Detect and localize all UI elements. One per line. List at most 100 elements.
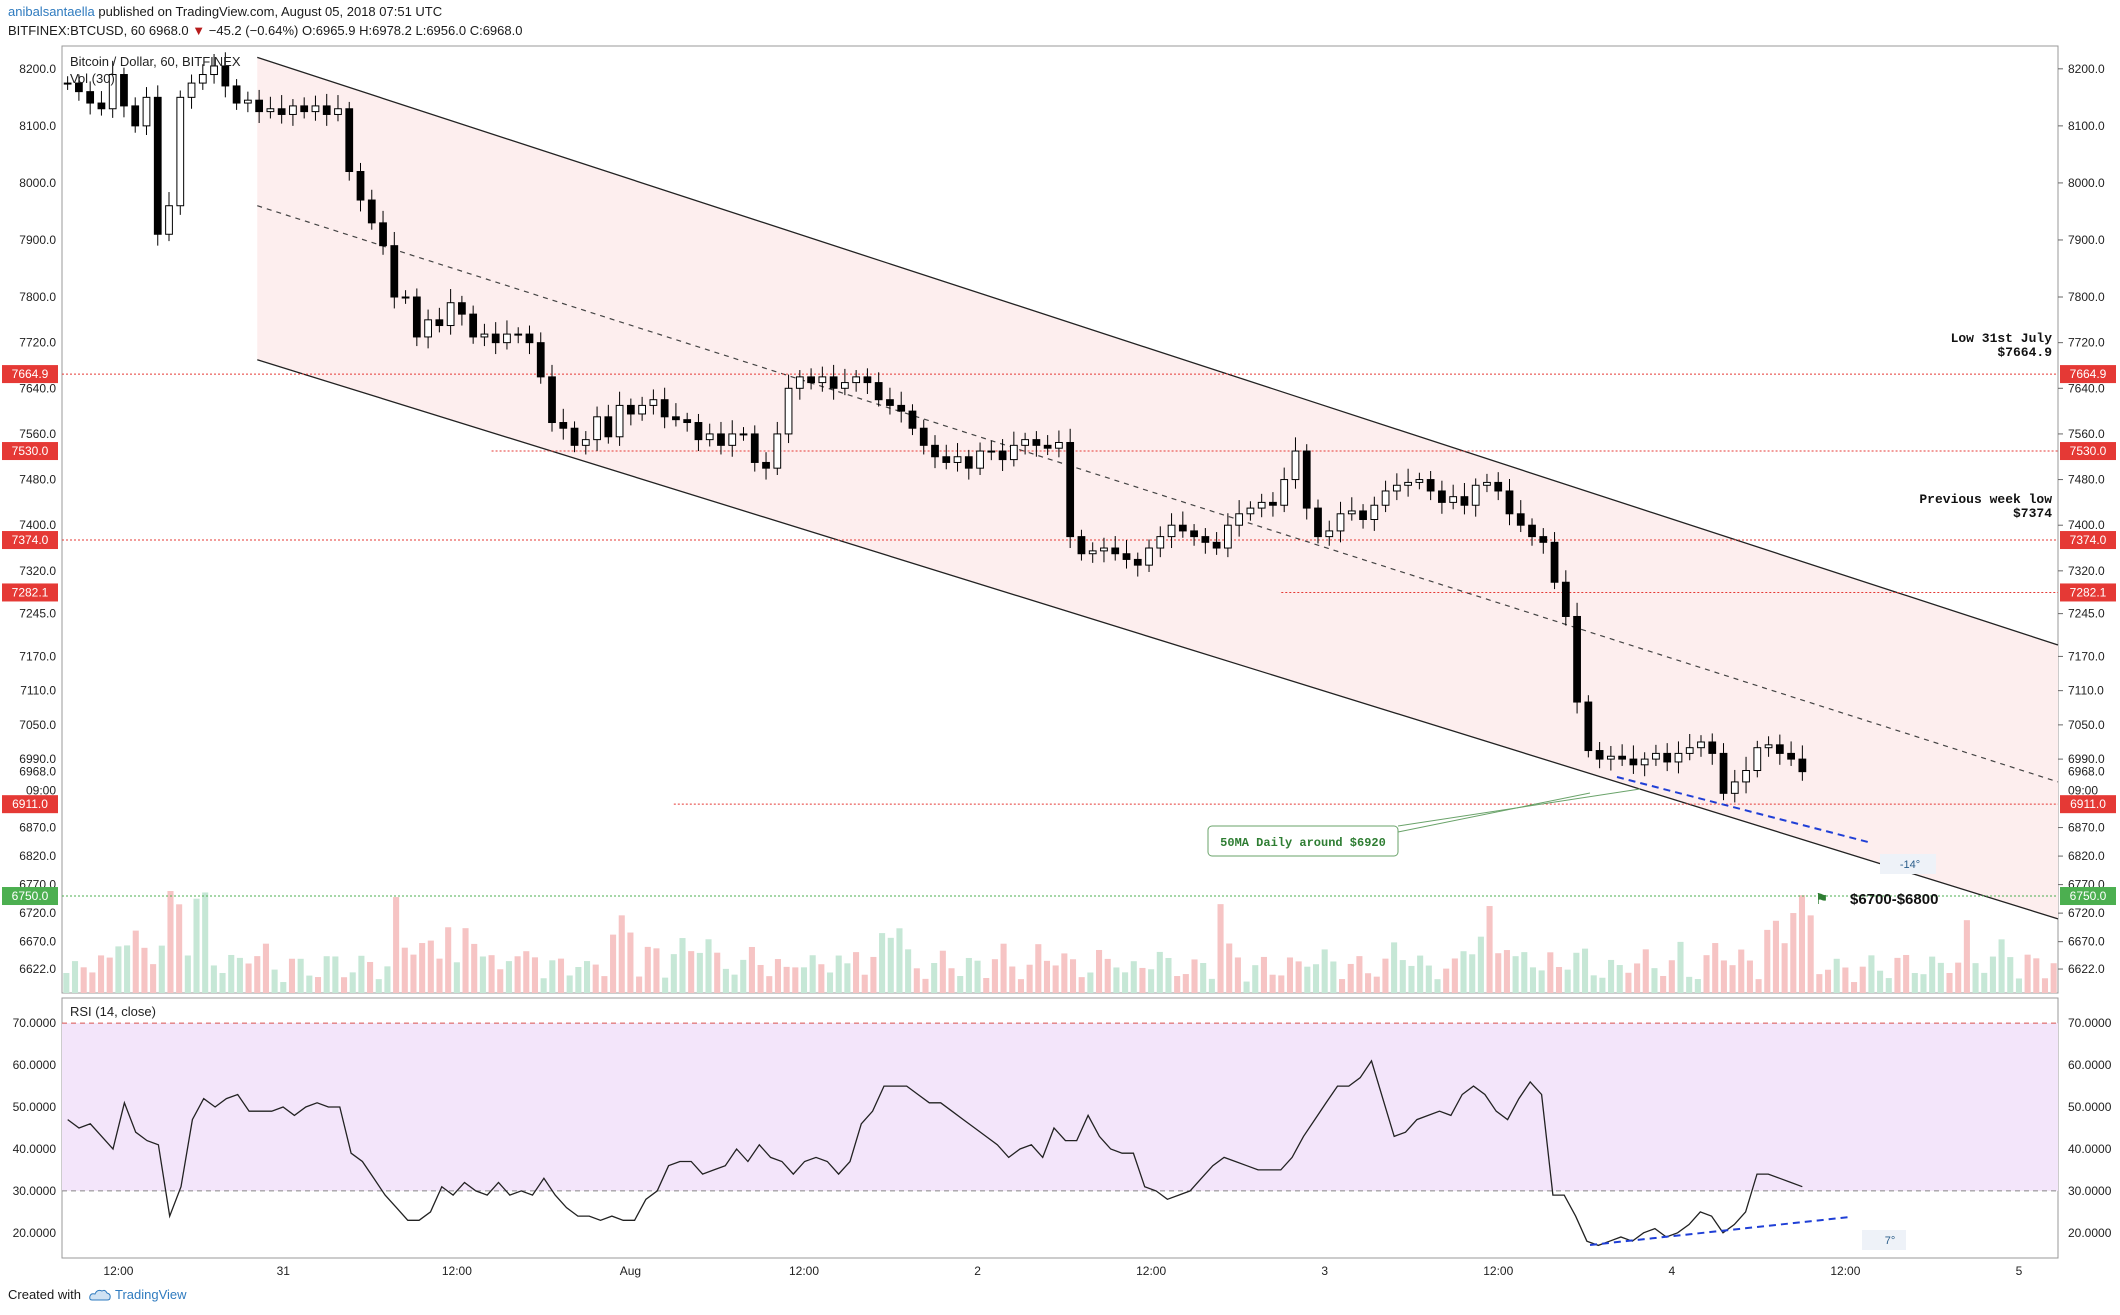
candle-body bbox=[277, 108, 286, 115]
support-badge-right-label: 7664.9 bbox=[2070, 367, 2107, 381]
support-badge-left-label: 7530.0 bbox=[12, 444, 49, 458]
annotation-50ma-pointer bbox=[1397, 792, 1591, 833]
candle-body bbox=[221, 65, 230, 87]
candle-body bbox=[998, 450, 1007, 461]
volume-bar bbox=[1851, 982, 1858, 993]
volume-bar bbox=[297, 958, 304, 993]
candle-body bbox=[672, 416, 680, 421]
volume-bar bbox=[341, 977, 348, 993]
volume-bar bbox=[393, 897, 400, 993]
annotation-low-31-july: Low 31st July bbox=[1951, 331, 2053, 346]
volume-bar bbox=[1660, 975, 1667, 993]
volume-bar bbox=[1096, 949, 1103, 993]
volume-bar bbox=[1417, 955, 1424, 993]
quote-line: BITFINEX:BTCUSD, 60 6968.0 ▼ −45.2 (−0.6… bbox=[8, 23, 522, 38]
channel-lower-line bbox=[257, 359, 2059, 920]
volume-bar bbox=[1634, 963, 1641, 993]
price-axis-label-right: 7110.0 bbox=[2068, 684, 2104, 698]
author-link[interactable]: anibalsantaella bbox=[8, 4, 95, 19]
volume-bar bbox=[1608, 959, 1615, 993]
volume-bar bbox=[1998, 939, 2005, 993]
symbol-label[interactable]: BITFINEX:BTCUSD, 60 bbox=[8, 23, 146, 38]
price-axis-label-right: 7900.0 bbox=[2068, 233, 2105, 247]
candle-body bbox=[795, 376, 804, 389]
candle-body bbox=[491, 333, 500, 344]
candle-body bbox=[1528, 524, 1536, 538]
tradingview-brand[interactable]: TradingView bbox=[89, 1287, 187, 1302]
candle-body bbox=[1494, 481, 1503, 492]
volume-bar bbox=[1651, 968, 1658, 993]
rsi-axis-label-left: 60.0000 bbox=[13, 1058, 57, 1072]
annotation-prev-week-low-value: $7374 bbox=[2013, 506, 2052, 521]
candle-body bbox=[1471, 484, 1480, 506]
candle-body bbox=[1257, 501, 1266, 509]
candle-body bbox=[525, 333, 534, 344]
volume-bar bbox=[1269, 974, 1276, 993]
candle-body bbox=[198, 74, 207, 84]
volume-bar bbox=[314, 977, 322, 993]
candle-body bbox=[86, 91, 95, 104]
candle-body bbox=[458, 302, 466, 315]
volume-bar bbox=[566, 975, 573, 993]
price-axis-label-left: 7050.0 bbox=[19, 718, 56, 732]
volume-bar bbox=[1790, 913, 1797, 993]
candle-body bbox=[1685, 747, 1694, 754]
volume-bar bbox=[1017, 979, 1024, 993]
price-axis-label-left: 8200.0 bbox=[19, 62, 56, 76]
candle-body bbox=[367, 199, 376, 224]
volume-bar bbox=[141, 947, 148, 993]
volume-bar bbox=[1252, 965, 1259, 993]
volume-bar bbox=[375, 979, 382, 993]
candle-body bbox=[717, 433, 725, 446]
volume-bar bbox=[323, 956, 330, 993]
candle-body bbox=[1280, 479, 1289, 506]
volume-bar bbox=[757, 964, 764, 993]
candle-body bbox=[1302, 450, 1311, 509]
volume-bar bbox=[818, 964, 825, 993]
volume-bar bbox=[1929, 956, 1936, 993]
candle-body bbox=[1145, 547, 1153, 566]
candle-body bbox=[886, 399, 894, 406]
candle-body bbox=[390, 245, 399, 298]
candle-body bbox=[1561, 581, 1570, 617]
candle-body bbox=[1697, 741, 1705, 749]
volume-bar bbox=[809, 955, 816, 993]
volume-bar bbox=[367, 961, 374, 993]
volume-bar bbox=[748, 946, 755, 993]
support-badge-right bbox=[2060, 795, 2116, 814]
volume-bar bbox=[1365, 973, 1372, 993]
candle-body bbox=[931, 444, 939, 458]
time-axis-label: 12:00 bbox=[1830, 1264, 1860, 1278]
volume-bar bbox=[1165, 957, 1172, 993]
ohlc-values: O:6965.9 H:6978.2 L:6956.0 C:6968.0 bbox=[302, 23, 523, 38]
price-axis-label-left: 6720.0 bbox=[19, 906, 56, 920]
volume-bar bbox=[445, 927, 452, 993]
volume-bar bbox=[1347, 963, 1354, 993]
candle-body bbox=[1652, 752, 1660, 760]
candle-body bbox=[311, 105, 320, 113]
support-badge-left-label: 6911.0 bbox=[12, 797, 48, 811]
candle-body bbox=[1133, 558, 1142, 566]
volume-bar bbox=[1955, 962, 1962, 993]
volume-bar bbox=[1564, 969, 1571, 993]
volume-bar bbox=[1087, 972, 1094, 993]
volume-bar bbox=[1842, 967, 1849, 993]
price-axis-label-right: 6820.0 bbox=[2068, 849, 2105, 863]
candle-body bbox=[266, 108, 275, 113]
volume-bar bbox=[410, 954, 417, 993]
candle-body bbox=[210, 65, 218, 76]
volume-bar bbox=[965, 957, 972, 993]
candle-body bbox=[1055, 441, 1063, 449]
volume-bar bbox=[219, 972, 226, 993]
volume-bar bbox=[2015, 978, 2022, 993]
volume-bar bbox=[983, 978, 990, 993]
volume-bar bbox=[1885, 978, 1892, 993]
volume-bar bbox=[1573, 952, 1580, 993]
candle-body bbox=[852, 376, 861, 384]
price-axis-label-left: 7245.0 bbox=[19, 607, 56, 621]
candle-body bbox=[1325, 530, 1334, 538]
volume-bar bbox=[1356, 956, 1363, 993]
candle-body bbox=[908, 410, 917, 429]
price-axis-label-left: 6670.0 bbox=[19, 935, 56, 949]
